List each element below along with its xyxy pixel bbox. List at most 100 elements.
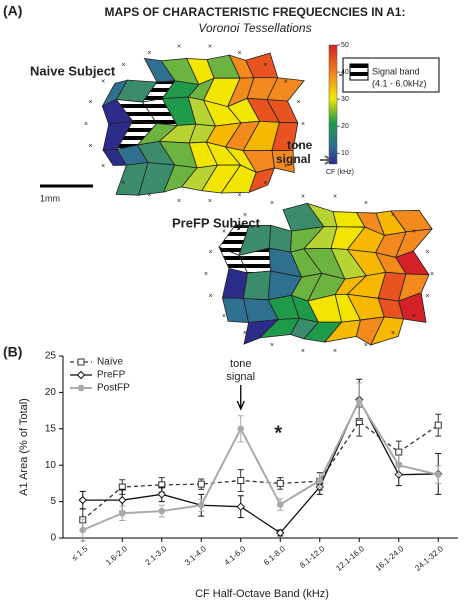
- electrode-mark: ×: [333, 348, 337, 355]
- electrode-mark: ×: [209, 249, 213, 256]
- data-point: [197, 480, 205, 488]
- electrode-mark: ×: [391, 212, 395, 219]
- electrode-mark: ×: [121, 180, 125, 187]
- colorbar-tick-label: 10: [341, 150, 349, 157]
- tone-label: tone: [287, 138, 313, 152]
- electrode-mark: ×: [301, 348, 305, 355]
- electrode-mark: ×: [412, 313, 416, 320]
- map-cell: [242, 270, 271, 301]
- x-tick-label: 4.1-6.0: [223, 544, 248, 567]
- electrode-mark: ×: [364, 200, 368, 207]
- colorbar-label: CF (kHz): [326, 169, 354, 176]
- electrode-mark: ×: [270, 200, 274, 207]
- colorbar-tick-label: 40: [341, 69, 349, 76]
- electrode-mark: ×: [177, 44, 181, 51]
- map-cell: [248, 167, 276, 194]
- legend-marker: [77, 358, 85, 366]
- series-line: [82, 399, 439, 531]
- electrode-mark: ×: [333, 194, 337, 201]
- electrode-mark: ×: [238, 192, 242, 199]
- signal-band-swatch: [349, 63, 369, 81]
- y-axis-label: A1 Area (% of Total): [18, 398, 30, 496]
- annotation: tone: [230, 358, 251, 370]
- y-tick-label: 10: [45, 460, 57, 471]
- data-point: [276, 528, 285, 538]
- electrode-mark: ×: [412, 229, 416, 236]
- x-tick-label: 2.1-3.0: [144, 544, 169, 567]
- data-point: [395, 461, 403, 469]
- signal-band-label: Signal band: [372, 66, 420, 76]
- x-tick-label: ≤ 1.5: [70, 544, 90, 563]
- colorbar-tick-label: 50: [341, 42, 349, 49]
- data-point: [118, 495, 127, 505]
- electrode-mark: ×: [208, 44, 212, 51]
- series-line: [82, 420, 439, 521]
- colorbar: [328, 44, 338, 165]
- panel-label: (B): [3, 344, 22, 360]
- data-point: [276, 479, 284, 487]
- prefp-label: PreFP Subject: [172, 215, 261, 230]
- data-point: [157, 490, 166, 499]
- data-point: [237, 425, 245, 433]
- legend-label: Naïve: [97, 357, 124, 368]
- electrode-mark: ×: [425, 293, 429, 300]
- legend-label: PreFP: [97, 370, 126, 381]
- colorbar-tick-label: 20: [341, 123, 349, 130]
- electrode-mark: ×: [297, 99, 301, 106]
- electrode-mark: ×: [425, 249, 429, 256]
- electrode-mark: ×: [243, 212, 247, 219]
- electrode-mark: ×: [364, 342, 368, 349]
- electrode-mark: ×: [88, 99, 92, 106]
- x-axis-label: CF Half-Octave Band (kHz): [195, 588, 329, 600]
- naive-label: Naive Subject: [30, 63, 116, 78]
- electrode-mark: ×: [121, 62, 125, 69]
- panel-label: (A): [3, 3, 22, 19]
- legend-marker: [77, 384, 85, 392]
- electrode-mark: ×: [147, 50, 151, 57]
- subtitle: Voronoi Tessellations: [198, 21, 311, 35]
- annotation-arrow: [236, 385, 245, 411]
- x-tick-label: 1.6-2.0: [104, 544, 129, 567]
- title: MAPS OF CHARACTERISTIC FREQUECNCIES IN A…: [105, 5, 406, 19]
- electrode-mark: ×: [222, 313, 226, 320]
- data-point: [158, 507, 166, 515]
- x-tick-label: 24.1-32.0: [413, 544, 445, 573]
- electrode-mark: ×: [243, 330, 247, 337]
- annotation: *: [274, 422, 282, 444]
- data-point: [434, 421, 442, 429]
- electrode-mark: ×: [391, 330, 395, 337]
- data-point: [316, 477, 324, 484]
- map-cell: [370, 316, 405, 346]
- scale-bar-label: 1mm: [40, 193, 60, 203]
- electrode-mark: ×: [84, 121, 88, 128]
- x-tick-label: 3.1-4.0: [183, 544, 208, 567]
- electrode-mark: ×: [204, 271, 208, 278]
- data-point: [78, 495, 87, 505]
- y-tick-label: 15: [45, 423, 57, 434]
- electrode-mark: ×: [270, 342, 274, 349]
- colorbar-tick-label: 30: [341, 96, 349, 103]
- legend-marker: [76, 370, 86, 380]
- map-cell: [271, 149, 295, 174]
- electrode-mark: ×: [88, 143, 92, 150]
- x-tick-label: 6.1-8.0: [262, 544, 287, 567]
- electrode-mark: ×: [301, 121, 305, 128]
- data-point: [236, 502, 245, 511]
- annotation: signal: [226, 371, 255, 383]
- electrode-mark: ×: [147, 192, 151, 199]
- electrode-mark: ×: [222, 229, 226, 236]
- tone-label: signal: [276, 152, 311, 166]
- x-tick-label: 16.1-24.0: [374, 544, 406, 573]
- x-tick-label: 8.1-12.0: [298, 544, 327, 570]
- electrode-mark: ×: [238, 50, 242, 57]
- electrode-mark: ×: [208, 198, 212, 205]
- electrode-mark: ×: [101, 163, 105, 170]
- data-point: [276, 501, 284, 508]
- voronoi-maps: × × × × × × × × × × × × × × × × × × × × × × × × × × × × × × × × × × × × × × × ×…: [84, 44, 434, 355]
- electrode-mark: ×: [284, 79, 288, 86]
- y-tick-label: 20: [45, 387, 57, 398]
- data-point: [237, 476, 245, 484]
- x-tick-label: 12.1-16.0: [334, 544, 366, 573]
- electrode-mark: ×: [284, 163, 288, 170]
